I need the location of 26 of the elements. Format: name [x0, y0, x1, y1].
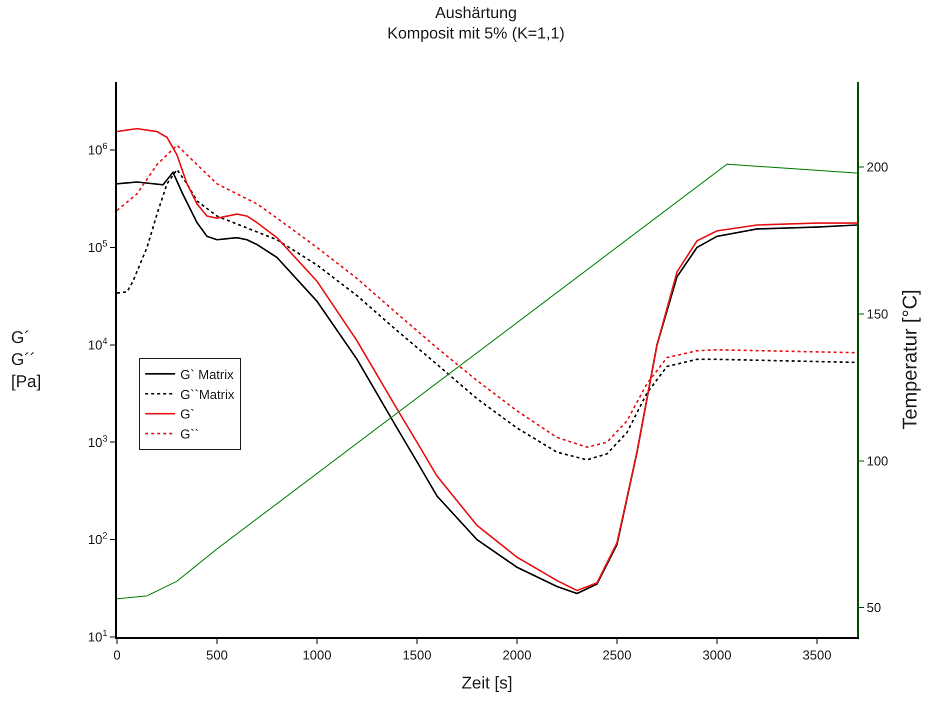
legend-label: G``	[180, 426, 199, 442]
y-axis-title: G´ G´´ [Pa]	[11, 328, 42, 392]
legend-label: G``Matrix	[180, 386, 235, 402]
chart-title: Aushärtung Komposit mit 5% (K=1,1)	[387, 4, 565, 43]
x-tick-label: 0	[113, 648, 121, 663]
y2-axis-title: Temperatur [°C]	[899, 289, 922, 430]
x-tick-label: 2500	[602, 648, 632, 663]
y2-tick-label: 150	[866, 306, 888, 322]
x-tick-label: 3500	[802, 648, 832, 663]
legend-label: G`	[180, 406, 195, 422]
y2-tick-label: 100	[866, 453, 888, 468]
y-tick-label: 10$^{2}$	[88, 530, 108, 548]
legend-label: G` Matrix	[180, 366, 234, 382]
y-tick-label: 10$^{4}$	[88, 336, 108, 352]
y-tick-label: 10$^{3}$	[88, 433, 108, 450]
y-tick-label: 10$^{6}$	[88, 141, 108, 158]
x-tick-label: 2000	[502, 648, 532, 663]
x-tick-label: 1500	[402, 648, 432, 663]
x-tick-label: 1000	[302, 648, 332, 663]
y2-tick-label: 50	[866, 600, 882, 616]
y2-tick-label: 200	[866, 160, 888, 175]
y-tick-label: 10$^{5}$	[88, 238, 108, 256]
x-tick-label: 3000	[702, 648, 732, 663]
x-axis-title: Zeit [s]	[461, 674, 513, 692]
y-tick-label: 10$^{1}$	[88, 628, 108, 645]
x-tick-label: 500	[206, 648, 228, 663]
